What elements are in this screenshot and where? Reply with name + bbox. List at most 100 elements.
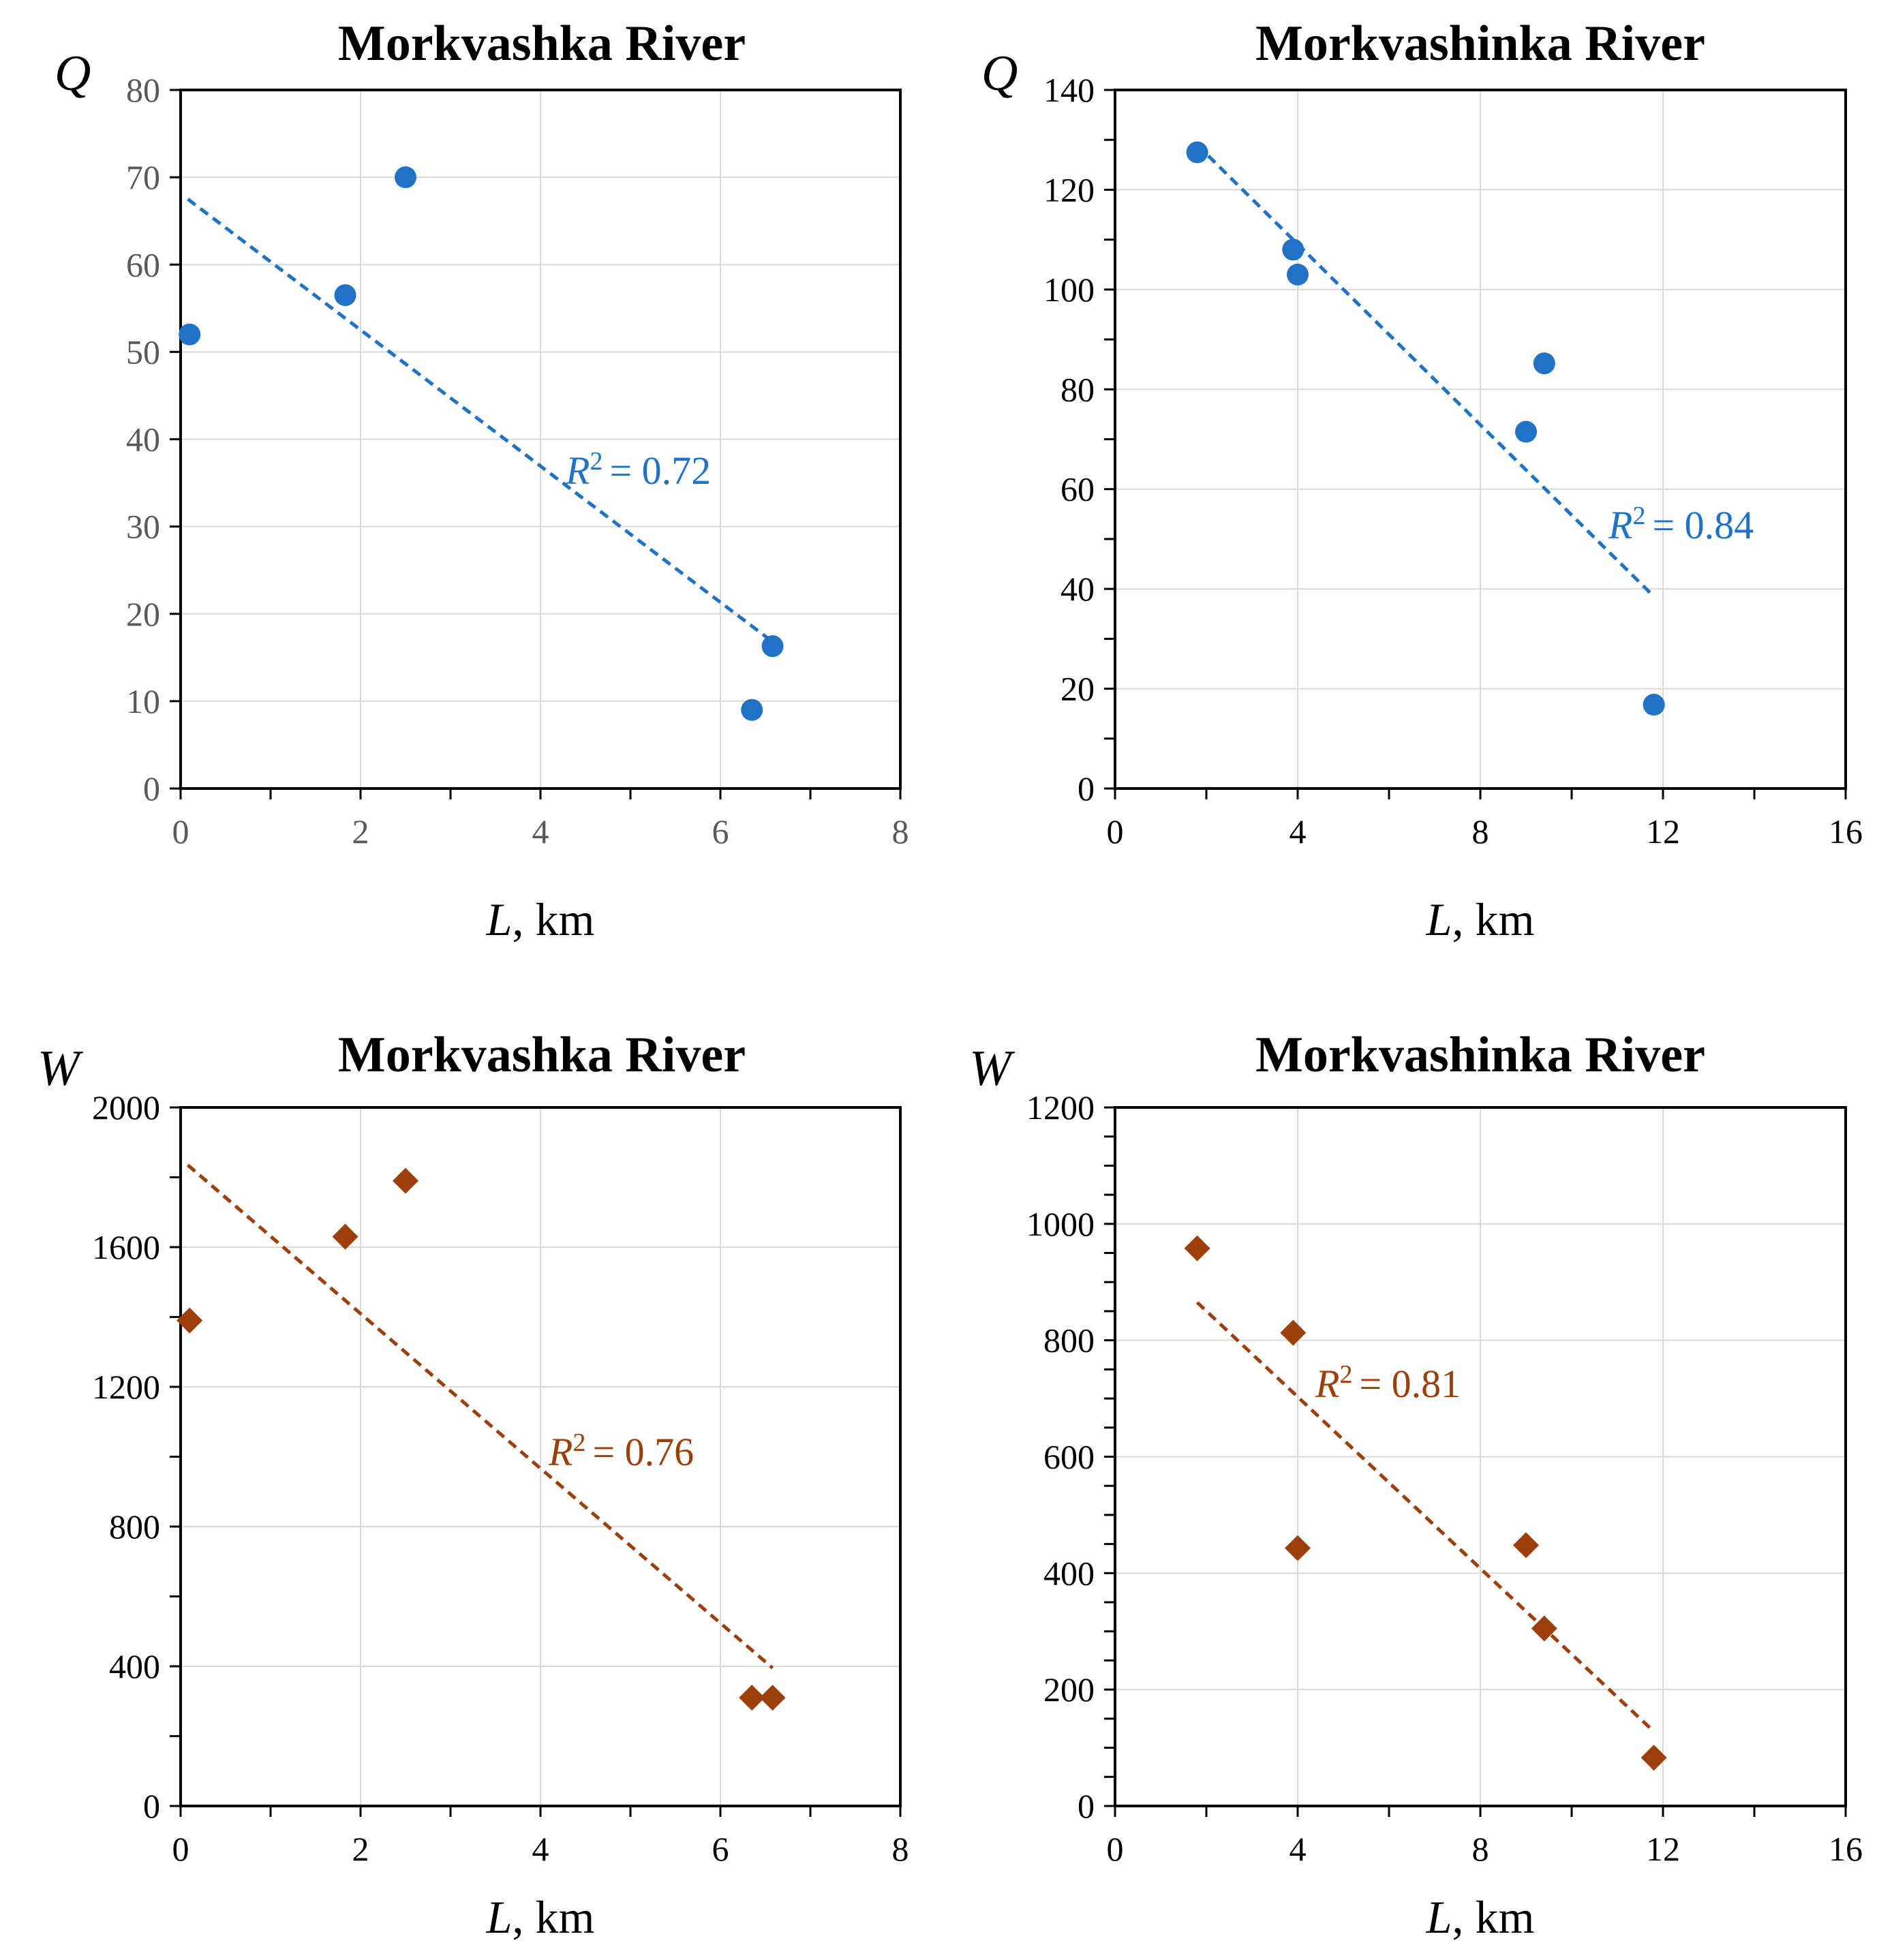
data-point <box>177 1307 203 1334</box>
x-tick-label: 16 <box>1829 1830 1863 1868</box>
y-tick-label: 40 <box>126 420 160 459</box>
data-point <box>1184 1235 1210 1261</box>
y-tick-label: 60 <box>126 245 160 284</box>
data-point <box>741 699 763 721</box>
x-tick-label: 0 <box>172 812 189 851</box>
data-point <box>1643 694 1665 716</box>
x-tick-label: 4 <box>1290 812 1307 851</box>
r2-annotation: R2 = 0.81 <box>1315 1360 1461 1406</box>
x-tick-label: 6 <box>712 1830 729 1868</box>
data-point <box>395 166 416 189</box>
y-axis-label: W <box>969 1041 1016 1097</box>
y-tick-label: 0 <box>143 1787 160 1825</box>
y-axis-label: W <box>37 1041 84 1097</box>
y-tick-label: 400 <box>109 1647 160 1685</box>
data-point <box>334 284 356 307</box>
chart-title: Morkvashinka River <box>1255 1027 1705 1083</box>
y-tick-label: 800 <box>109 1507 160 1546</box>
x-tick-label: 12 <box>1646 812 1680 851</box>
x-tick-label: 4 <box>532 1830 549 1868</box>
x-tick-label: 16 <box>1829 812 1863 851</box>
data-point <box>1533 352 1555 375</box>
trendline <box>186 1163 774 1670</box>
r2-annotation: R2 = 0.76 <box>548 1428 694 1474</box>
chart-panel-w-morkvashka: 0 2 4 6 8 0 400 800 1200 1600 2000 Morkvashka River… <box>37 1027 909 1943</box>
data-point <box>179 323 201 346</box>
x-tick-label: 2 <box>352 812 369 851</box>
y-tick-label: 1000 <box>1026 1205 1095 1243</box>
y-tick-label: 1200 <box>92 1368 160 1406</box>
plot-area <box>179 89 902 790</box>
y-tick-label: 0 <box>143 769 160 808</box>
y-tick-label: 10 <box>126 682 160 720</box>
r2-annotation: R2 = 0.72 <box>565 447 711 493</box>
x-axis-label: L, km <box>486 1891 595 1943</box>
y-tick-label: 100 <box>1043 271 1095 309</box>
x-tick-label: 4 <box>532 812 549 851</box>
y-tick-label: 800 <box>1043 1321 1095 1360</box>
chart-panel-q-morkvashinka: 0 4 8 12 16 0 20 40 60 80 100 120 140 Morkvashinka Ri… <box>981 16 1863 945</box>
y-tick-label: 1200 <box>1026 1088 1095 1127</box>
y-axis-label: Q <box>55 46 91 102</box>
data-point <box>1285 1535 1311 1561</box>
data-point <box>1186 141 1208 164</box>
y-tick-label: 20 <box>1061 670 1095 708</box>
x-axis-label: L, km <box>1426 893 1535 945</box>
y-tick-label: 80 <box>126 71 160 109</box>
trendline <box>1195 143 1656 598</box>
chart-panel-w-morkvashinka: 0 4 8 12 16 0 200 400 600 800 1000 1200 Morkvashinka… <box>969 1027 1863 1943</box>
chart-title: Morkvashinka River <box>1255 16 1705 72</box>
y-tick-label: 0 <box>1078 1787 1095 1825</box>
y-tick-label: 20 <box>126 595 160 633</box>
data-point <box>739 1685 765 1711</box>
data-point <box>1513 1532 1539 1559</box>
data-point <box>393 1167 418 1194</box>
y-tick-label: 120 <box>1043 170 1095 209</box>
y-tick-label: 2000 <box>92 1088 160 1127</box>
y-tick-label: 600 <box>1043 1438 1095 1476</box>
x-tick-label: 2 <box>352 1830 369 1868</box>
y-tick-label: 0 <box>1078 769 1095 808</box>
x-tick-label: 8 <box>892 812 909 851</box>
y-tick-label: 1600 <box>92 1228 160 1266</box>
trendline <box>187 198 774 643</box>
y-tick-label: 400 <box>1043 1554 1095 1592</box>
data-point <box>1641 1745 1667 1771</box>
x-tick-label: 0 <box>1107 1830 1124 1868</box>
plot-area <box>179 1106 902 1807</box>
data-point <box>1280 1319 1307 1346</box>
x-tick-label: 8 <box>1472 812 1489 851</box>
x-axis-label: L, km <box>486 893 595 945</box>
y-tick-label: 140 <box>1043 71 1095 109</box>
y-tick-label: 30 <box>126 508 160 546</box>
data-point <box>759 1685 786 1711</box>
x-tick-label: 12 <box>1646 1830 1680 1868</box>
y-tick-label: 50 <box>126 333 160 371</box>
y-tick-label: 200 <box>1043 1670 1095 1709</box>
r2-annotation: R2 = 0.84 <box>1608 502 1754 547</box>
y-axis-label: Q <box>981 46 1018 102</box>
data-point <box>1287 263 1309 286</box>
y-tick-label: 40 <box>1061 570 1095 608</box>
y-tick-label: 70 <box>126 158 160 196</box>
data-point <box>1282 239 1304 261</box>
y-tick-label: 60 <box>1061 470 1095 508</box>
chart-title: Morkvashka River <box>338 1027 746 1083</box>
x-tick-label: 8 <box>1472 1830 1489 1868</box>
chart-title: Morkvashka River <box>338 16 746 72</box>
x-tick-label: 0 <box>1107 812 1124 851</box>
x-tick-label: 6 <box>712 812 729 851</box>
data-point <box>761 635 784 658</box>
plot-area <box>1114 89 1847 790</box>
y-tick-label: 80 <box>1061 370 1095 408</box>
plot-area <box>1114 1106 1847 1807</box>
x-tick-label: 0 <box>172 1830 189 1868</box>
x-axis-label: L, km <box>1426 1891 1535 1943</box>
x-tick-label: 4 <box>1290 1830 1307 1868</box>
data-point <box>332 1223 358 1250</box>
x-tick-label: 8 <box>892 1830 909 1868</box>
trendline <box>1195 1301 1656 1733</box>
data-point <box>1515 420 1537 443</box>
